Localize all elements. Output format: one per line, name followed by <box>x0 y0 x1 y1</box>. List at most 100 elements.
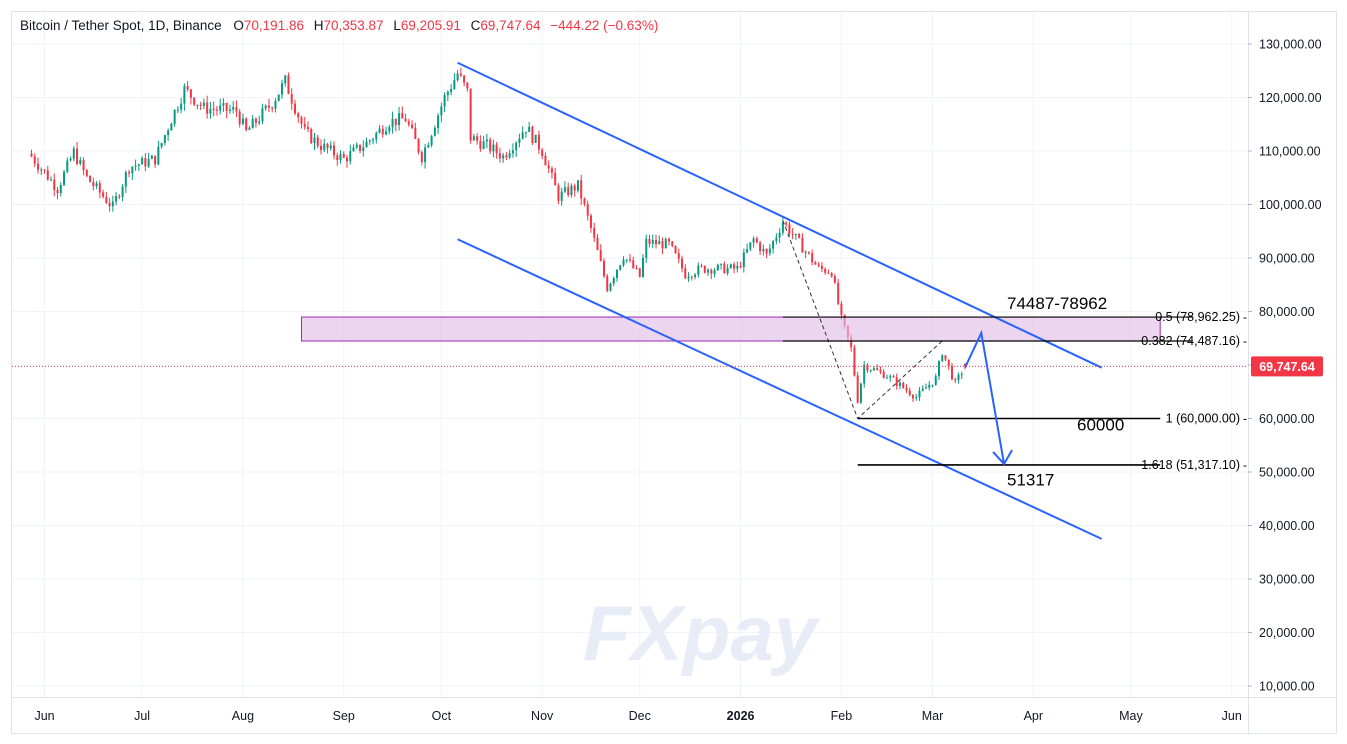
candle-body <box>297 113 300 118</box>
candle-body <box>521 132 524 139</box>
candle-body <box>918 390 921 398</box>
fib-level-label: 1.618 (51,317.10) <box>1141 458 1240 472</box>
candle-body <box>879 369 882 372</box>
candle-body <box>333 145 336 156</box>
candle-body <box>882 371 885 378</box>
candle-body <box>89 175 92 183</box>
change-value: −444.22 (−0.63%) <box>550 18 659 33</box>
candle-body <box>824 268 827 273</box>
price-axis-label: 120,000.00 <box>1259 91 1322 105</box>
candle-body <box>583 198 586 205</box>
candle-body <box>778 232 781 238</box>
fib-level-label: 0.382 (74,487.16) <box>1141 334 1240 348</box>
candle-body <box>326 143 329 149</box>
candle-body <box>339 153 342 161</box>
candle-body <box>180 103 183 110</box>
candle-body <box>560 191 563 201</box>
candle-body <box>359 144 362 151</box>
candle-body <box>306 127 309 130</box>
time-axis-label: Jul <box>134 709 150 723</box>
candle-body <box>502 155 505 159</box>
candle-body <box>716 264 719 271</box>
candle-body <box>303 123 306 128</box>
candle-body <box>82 160 85 171</box>
candle-body <box>593 227 596 238</box>
candle-body <box>111 201 114 207</box>
candle-body <box>544 155 547 166</box>
close-value: 69,747.64 <box>480 18 541 33</box>
candle-body <box>964 363 967 367</box>
time-axis-label: Oct <box>432 709 452 723</box>
candle-body <box>729 264 732 268</box>
candle-body <box>150 155 153 159</box>
candle-body <box>46 170 49 180</box>
price-axis-label: 40,000.00 <box>1259 519 1315 533</box>
candle-body <box>801 237 804 253</box>
candle-body <box>632 260 635 269</box>
candle-body <box>446 91 449 96</box>
candle-body <box>189 89 192 98</box>
candle-body <box>733 264 736 269</box>
candle-body <box>492 144 495 152</box>
time-axis-label: May <box>1119 709 1143 723</box>
candle-body <box>567 187 570 196</box>
candle-body <box>638 268 641 277</box>
candle-body <box>807 251 810 254</box>
candle-body <box>310 129 313 144</box>
candle-body <box>589 215 592 228</box>
high-value: 70,353.87 <box>323 18 384 33</box>
resistance-zone <box>300 316 1161 342</box>
candle-body <box>726 267 729 274</box>
candle-body <box>749 242 752 250</box>
candle-body <box>196 104 199 106</box>
candle-body <box>690 276 693 278</box>
grid <box>12 12 1248 697</box>
candle-body <box>232 107 235 110</box>
candle-body <box>33 156 36 164</box>
candle-body <box>941 355 944 362</box>
candle-body <box>830 273 833 277</box>
candle-body <box>284 75 287 84</box>
candle-body <box>420 152 423 163</box>
candle-body <box>677 253 680 259</box>
candle-body <box>811 253 814 263</box>
candle-body <box>889 376 892 378</box>
candle-body <box>476 136 479 141</box>
candle-body <box>98 183 101 193</box>
candle-body <box>768 248 771 254</box>
candle-body <box>798 233 801 238</box>
price-axis-label: 60,000.00 <box>1259 412 1315 426</box>
candle-body <box>459 73 462 76</box>
candle-body <box>736 265 739 269</box>
candle-body <box>160 143 163 147</box>
candle-body <box>157 146 160 165</box>
candle-body <box>902 382 905 388</box>
candle-body <box>534 134 537 143</box>
candle-body <box>814 262 817 265</box>
candle-body <box>280 83 283 95</box>
candle-body <box>450 88 453 92</box>
candle-body <box>707 269 710 273</box>
candle-body <box>222 103 225 106</box>
candle-body <box>710 269 713 274</box>
candle-body <box>219 105 222 111</box>
candle-body <box>612 277 615 284</box>
candle-body <box>69 158 72 161</box>
forecast-arrowhead <box>992 449 1013 466</box>
candle-body <box>951 366 954 380</box>
candle-body <box>599 250 602 261</box>
candle-body <box>287 75 290 94</box>
candle-body <box>319 145 323 151</box>
candle-body <box>820 265 823 269</box>
candle-body <box>674 246 677 254</box>
candle-body <box>342 153 345 158</box>
candle-body <box>547 165 550 169</box>
candle-body <box>362 147 365 151</box>
candle-body <box>485 139 488 142</box>
watermark-logo: FXpay <box>583 589 821 677</box>
candle-body <box>960 374 963 376</box>
candle-body <box>602 260 605 276</box>
candle-body <box>63 171 66 185</box>
